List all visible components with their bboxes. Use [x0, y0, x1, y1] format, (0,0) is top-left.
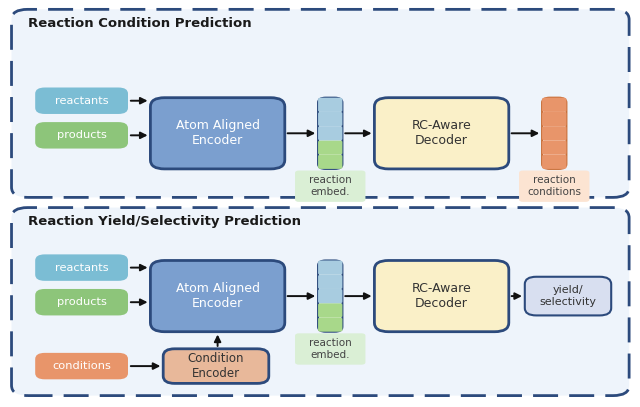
FancyBboxPatch shape [150, 260, 285, 332]
FancyBboxPatch shape [318, 275, 342, 289]
Text: reaction
embed.: reaction embed. [309, 175, 351, 197]
FancyBboxPatch shape [318, 317, 342, 332]
FancyBboxPatch shape [318, 112, 342, 126]
Text: RC-Aware
Decoder: RC-Aware Decoder [412, 282, 472, 310]
Text: products: products [57, 297, 106, 307]
FancyBboxPatch shape [374, 260, 509, 332]
Text: reactants: reactants [55, 263, 108, 273]
FancyBboxPatch shape [519, 171, 589, 202]
FancyBboxPatch shape [525, 277, 611, 315]
Text: Condition
Encoder: Condition Encoder [188, 352, 244, 380]
Text: Reaction Yield/Selectivity Prediction: Reaction Yield/Selectivity Prediction [28, 215, 301, 228]
Text: RC-Aware
Decoder: RC-Aware Decoder [412, 119, 472, 147]
FancyBboxPatch shape [542, 98, 566, 169]
Text: reactants: reactants [55, 96, 108, 106]
FancyBboxPatch shape [35, 122, 128, 149]
Text: yield/
selectivity: yield/ selectivity [540, 285, 596, 307]
FancyBboxPatch shape [374, 98, 509, 169]
Text: products: products [57, 130, 106, 140]
Text: Atom Aligned
Encoder: Atom Aligned Encoder [175, 282, 260, 310]
FancyBboxPatch shape [35, 353, 128, 379]
FancyBboxPatch shape [35, 289, 128, 315]
FancyBboxPatch shape [318, 260, 342, 275]
FancyBboxPatch shape [318, 303, 342, 317]
FancyBboxPatch shape [318, 98, 342, 112]
FancyBboxPatch shape [318, 289, 342, 303]
Text: Atom Aligned
Encoder: Atom Aligned Encoder [175, 119, 260, 147]
FancyBboxPatch shape [318, 155, 342, 169]
Text: conditions: conditions [52, 361, 111, 371]
FancyBboxPatch shape [12, 208, 629, 396]
FancyBboxPatch shape [35, 254, 128, 281]
FancyBboxPatch shape [12, 9, 629, 197]
FancyBboxPatch shape [295, 333, 365, 365]
FancyBboxPatch shape [163, 349, 269, 383]
FancyBboxPatch shape [542, 126, 566, 140]
Text: Reaction Condition Prediction: Reaction Condition Prediction [28, 17, 251, 30]
Text: reaction
embed.: reaction embed. [309, 338, 351, 360]
FancyBboxPatch shape [150, 98, 285, 169]
FancyBboxPatch shape [318, 140, 342, 155]
FancyBboxPatch shape [542, 98, 566, 112]
FancyBboxPatch shape [318, 126, 342, 140]
FancyBboxPatch shape [542, 155, 566, 169]
FancyBboxPatch shape [542, 140, 566, 155]
Text: reaction
conditions: reaction conditions [527, 175, 581, 197]
FancyBboxPatch shape [542, 112, 566, 126]
FancyBboxPatch shape [35, 88, 128, 114]
FancyBboxPatch shape [295, 171, 365, 202]
FancyBboxPatch shape [318, 98, 342, 169]
FancyBboxPatch shape [318, 260, 342, 332]
